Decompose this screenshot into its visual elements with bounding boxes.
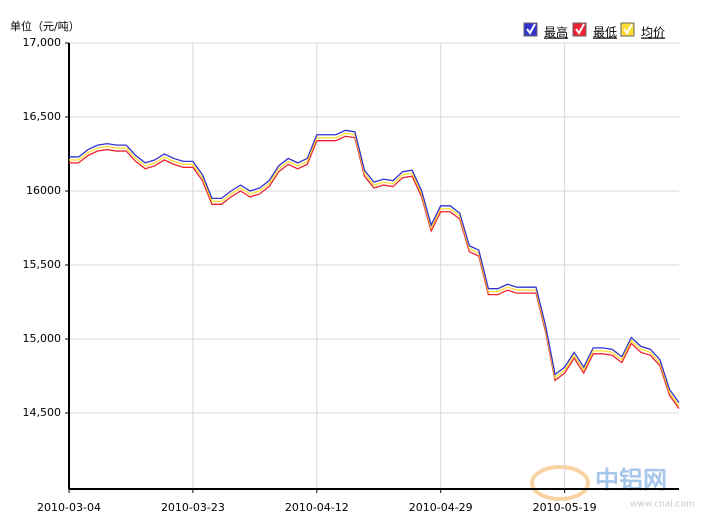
- legend-label[interactable]: 均价: [641, 26, 665, 40]
- x-tick-label: 2010-03-23: [161, 501, 225, 514]
- legend-label[interactable]: 最低: [593, 26, 617, 40]
- y-tick-label: 15,000: [23, 332, 62, 345]
- y-tick-label: 15,500: [23, 258, 62, 271]
- legend-check[interactable]: [575, 23, 585, 35]
- legend-check[interactable]: [526, 23, 536, 35]
- y-tick-label: 14,500: [23, 406, 62, 419]
- series-line: [69, 132, 680, 406]
- x-tick-label: 2010-03-04: [37, 501, 101, 514]
- legend-label[interactable]: 最高: [544, 25, 568, 40]
- x-tick-label: 2010-04-29: [409, 501, 473, 514]
- watermark-logo: [530, 465, 590, 501]
- x-tick-label: 2010-04-12: [285, 501, 349, 514]
- y-tick-label: 16000: [26, 184, 61, 197]
- y-axis-label: 单位（元/吨）: [10, 19, 80, 33]
- y-tick-label: 17,000: [23, 36, 62, 49]
- legend-check[interactable]: [623, 23, 633, 35]
- series-line: [69, 135, 680, 409]
- x-tick-label: 2010-05-19: [533, 501, 597, 514]
- series-line: [69, 129, 680, 404]
- watermark-url: www.cnal.com: [630, 500, 695, 510]
- y-tick-label: 16,500: [23, 110, 62, 123]
